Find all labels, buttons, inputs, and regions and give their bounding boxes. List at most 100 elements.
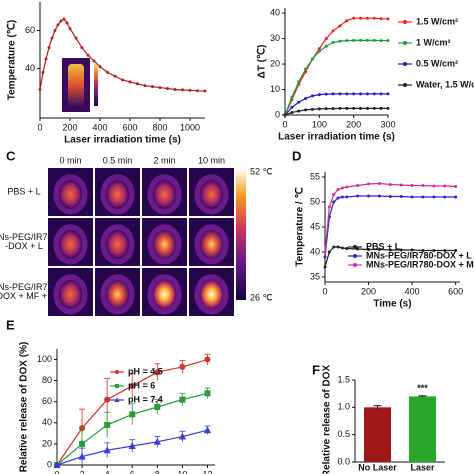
y-axis-label: Temperature / ℃	[295, 187, 306, 266]
column-label: 2 min	[153, 155, 175, 165]
marker	[297, 80, 301, 84]
thermal-spot	[105, 280, 130, 309]
legend-label: 0.5 W/cm²	[416, 58, 458, 68]
marker	[365, 16, 369, 20]
marker	[352, 106, 356, 110]
marker	[317, 47, 321, 51]
marker	[454, 195, 458, 199]
marker	[372, 38, 376, 42]
thermal-spot	[199, 230, 224, 259]
marker	[317, 107, 321, 111]
marker	[331, 92, 335, 96]
x-axis-label: Laser irradiation time (s)	[278, 132, 395, 143]
marker	[372, 106, 376, 110]
thermal-spot	[58, 230, 83, 259]
x-tick-label: 600	[122, 122, 137, 132]
y-axis-label: Relative release of DOX (%)	[19, 342, 30, 473]
y-axis-label: Relative release of DOX	[322, 365, 333, 474]
x-tick-label: 4	[105, 469, 110, 474]
inset-thermal-image	[62, 58, 98, 112]
marker	[203, 426, 212, 434]
marker	[345, 19, 349, 23]
y-tick-label: 40	[25, 63, 35, 73]
marker	[128, 80, 132, 84]
marker	[38, 87, 42, 91]
marker	[331, 40, 335, 44]
legend-label: 1 W/cm²	[416, 37, 451, 47]
marker	[324, 44, 328, 48]
marker	[345, 247, 349, 250]
marker	[317, 93, 321, 97]
legend-marker	[353, 254, 357, 258]
marker	[332, 200, 336, 204]
marker	[196, 89, 199, 93]
row-label: -DOX + MF + L	[0, 291, 55, 301]
series-line	[324, 246, 456, 268]
panel-label: D	[292, 148, 301, 163]
marker	[432, 184, 436, 188]
thermal-spot	[152, 280, 177, 309]
legend-label: pH = 4.5	[128, 366, 163, 376]
marker	[78, 452, 86, 460]
marker	[338, 39, 342, 43]
thermal-panel	[236, 170, 246, 300]
marker	[56, 23, 60, 27]
marker	[129, 411, 136, 418]
marker	[68, 27, 72, 31]
marker	[365, 38, 369, 42]
marker	[151, 85, 154, 89]
series-line	[284, 39, 388, 116]
marker	[129, 382, 136, 389]
y-tick-label: 50	[310, 196, 320, 206]
marker	[153, 437, 161, 445]
y-tick-label: 60	[25, 25, 35, 35]
marker	[166, 87, 169, 91]
row-label: MNs-PEG/IR780	[0, 282, 58, 292]
x-tick-label: 200	[361, 286, 376, 296]
marker	[47, 46, 51, 50]
marker	[388, 248, 392, 252]
legend-label: pH = 6	[128, 380, 155, 390]
y-tick-label: 45	[310, 221, 320, 231]
marker	[324, 92, 328, 96]
y-tick-label: 10	[270, 84, 280, 94]
legend-marker	[403, 83, 407, 87]
x-tick-label: 10	[177, 469, 187, 474]
marker	[297, 109, 301, 113]
marker	[345, 106, 349, 110]
marker	[113, 74, 117, 78]
legend-marker	[403, 41, 407, 45]
marker	[98, 65, 102, 69]
marker	[203, 89, 207, 93]
marker	[352, 92, 356, 96]
thermal-spot	[152, 180, 177, 209]
y-tick-label: 0	[47, 459, 52, 469]
x-tick-label: 800	[152, 122, 167, 132]
x-tick-label: 0	[322, 286, 327, 296]
marker	[345, 39, 349, 43]
x-axis-label: Time (s)	[373, 299, 411, 310]
marker	[377, 182, 381, 185]
marker	[179, 363, 186, 370]
marker	[372, 16, 376, 20]
y-tick-label: 1.0	[337, 402, 350, 412]
marker	[106, 70, 109, 74]
x-tick-label: 0	[282, 119, 287, 129]
marker	[421, 195, 425, 199]
legend-marker	[353, 263, 357, 267]
marker	[332, 193, 336, 196]
marker	[297, 100, 301, 104]
marker	[359, 106, 363, 110]
legend-label: PBS + L	[366, 241, 401, 251]
marker	[104, 421, 111, 428]
series-line	[324, 195, 456, 258]
y-tick-label: 100	[37, 354, 52, 364]
marker	[359, 16, 363, 20]
x-tick-label: 100	[312, 119, 327, 129]
marker	[290, 95, 294, 99]
marker	[317, 49, 321, 53]
column-label: 10 min	[198, 155, 225, 165]
marker	[310, 94, 314, 98]
marker	[365, 106, 369, 110]
colorbar-max: 52 ℃	[250, 166, 273, 176]
